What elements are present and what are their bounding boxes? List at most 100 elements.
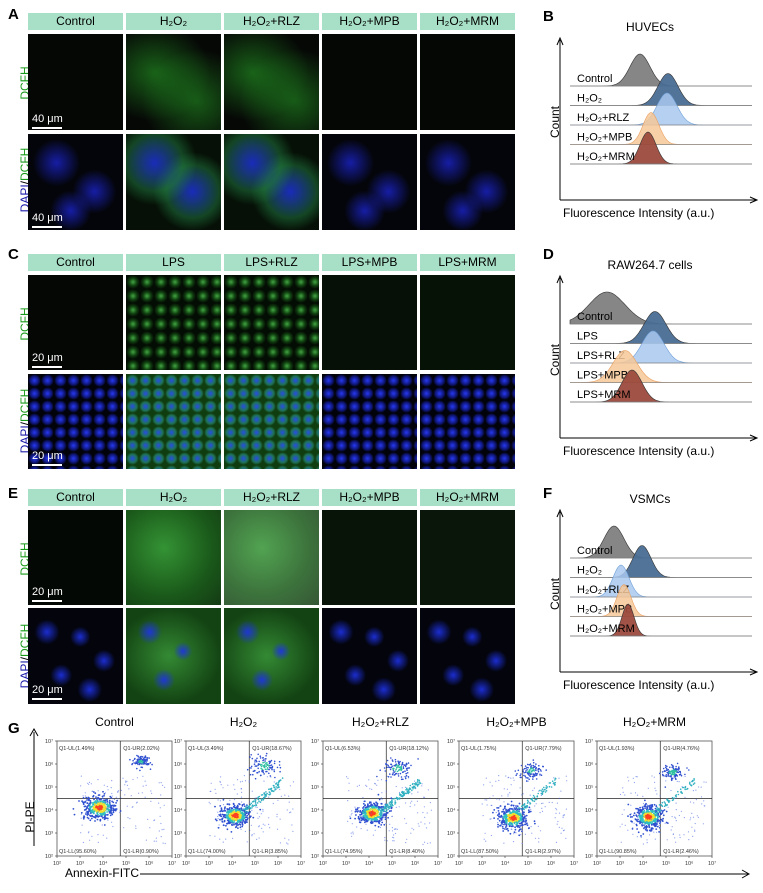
scalebar bbox=[32, 600, 62, 602]
scatter-points bbox=[619, 762, 707, 845]
x-tick-label: 10⁵ bbox=[524, 860, 532, 867]
scalebar-label: 20 μm bbox=[32, 450, 63, 462]
x-tick-label: 10⁷ bbox=[570, 860, 578, 867]
scalebar bbox=[32, 698, 62, 700]
y-tick-label: 10⁴ bbox=[585, 807, 594, 814]
quadrant-label: Q1-LL(95.60%) bbox=[59, 849, 97, 855]
x-tick-label: 10³ bbox=[616, 861, 624, 867]
y-tick-label: 10⁵ bbox=[447, 784, 455, 791]
header-lps-mpb: LPS+MPB bbox=[322, 254, 417, 271]
x-tick-label: 10² bbox=[455, 861, 463, 867]
hist-series-label: H₂O₂ bbox=[577, 93, 602, 105]
quadrant-label: Q1-UL(6.53%) bbox=[325, 746, 361, 752]
image-a-mrm-dcfh bbox=[420, 34, 515, 130]
header-lps: LPS bbox=[126, 254, 221, 271]
hist-title: RAW264.7 cells bbox=[607, 258, 693, 272]
image-a-control-dcfh bbox=[28, 34, 123, 130]
flow-title: H₂O₂ bbox=[229, 715, 258, 729]
hist-series-label: H₂O₂+RLZ bbox=[577, 112, 630, 124]
y-tick-label: 10⁶ bbox=[174, 761, 182, 768]
x-tick-label: 10⁷ bbox=[708, 860, 716, 867]
image-c-mpb-dcfh bbox=[322, 275, 417, 370]
y-tick-label: 10³ bbox=[447, 831, 455, 837]
header-control: Control bbox=[28, 13, 123, 30]
scatter-points bbox=[208, 752, 295, 845]
image-c-lps-dcfh bbox=[126, 275, 221, 370]
x-tick-label: 10⁴ bbox=[639, 860, 648, 867]
quadrant-label: Q1-UL(3.49%) bbox=[188, 746, 224, 752]
header-h2o2: H₂O₂ bbox=[126, 489, 221, 506]
header-h2o2-mpb: H₂O₂+MPB bbox=[322, 13, 417, 30]
image-c-control-merge bbox=[28, 374, 123, 469]
quadrant-label: Q1-UL(1.49%) bbox=[59, 746, 95, 752]
flow-title: H₂O₂+MPB bbox=[486, 715, 547, 729]
quadrant-label: Q1-LR(2.97%) bbox=[525, 849, 561, 855]
g-x-arrow bbox=[140, 869, 751, 879]
y-tick-label: 10⁵ bbox=[311, 784, 319, 791]
flow-plot: H₂O₂+RLZ Q1-UL(6.53%) Q1-UR(18.12%) Q1-LL(7… bbox=[295, 715, 450, 875]
hist-series-label: LPS bbox=[577, 331, 598, 343]
x-tick-label: 10⁴ bbox=[365, 860, 374, 867]
quadrant-label: Q1-LL(87.50%) bbox=[461, 849, 499, 855]
header-h2o2-rlz: H₂O₂+RLZ bbox=[224, 13, 319, 30]
quadrant-label: Q1-LL(90.85%) bbox=[599, 849, 637, 855]
y-tick-label: 10⁶ bbox=[447, 761, 455, 768]
image-e-h2o2-dcfh bbox=[126, 510, 221, 605]
x-tick-label: 10² bbox=[182, 861, 190, 867]
image-e-mrm-merge bbox=[420, 608, 515, 704]
hist-series-label: Control bbox=[577, 545, 612, 557]
x-tick-label: 10⁵ bbox=[122, 860, 130, 867]
quadrant-label: Q1-UR(4.76%) bbox=[663, 746, 700, 752]
header-h2o2-mrm: H₂O₂+MRM bbox=[420, 13, 515, 30]
hist-title: VSMCs bbox=[629, 492, 671, 506]
y-tick-label: 10² bbox=[447, 854, 455, 860]
flow-title: Control bbox=[95, 715, 134, 729]
panel-label-b: B bbox=[543, 8, 554, 25]
header-lps-mrm: LPS+MRM bbox=[420, 254, 515, 271]
x-arrow bbox=[749, 434, 759, 442]
scalebar bbox=[32, 464, 62, 466]
image-c-mrm-dcfh bbox=[420, 275, 515, 370]
flow-title: H₂O₂+MRM bbox=[623, 715, 686, 729]
y-tick-label: 10⁴ bbox=[447, 807, 456, 814]
image-e-rlz-merge bbox=[224, 608, 319, 704]
quadrant-label: Q1-LR(8.40%) bbox=[389, 849, 425, 855]
y-tick-label: 10² bbox=[311, 854, 319, 860]
y-tick-label: 10² bbox=[585, 854, 593, 860]
x-tick-label: 10⁶ bbox=[685, 860, 693, 867]
hist-xlabel: Fluorescence Intensity (a.u.) bbox=[563, 678, 715, 692]
y-tick-label: 10⁵ bbox=[174, 784, 182, 791]
histogram-d: RAW264.7 cells Count Fluorescence Intens… bbox=[535, 258, 760, 463]
scatter-points bbox=[481, 759, 568, 845]
scatter-points bbox=[346, 757, 432, 846]
x-tick-label: 10⁷ bbox=[168, 860, 176, 867]
x-tick-label: 10³ bbox=[342, 861, 350, 867]
y-tick-label: 10⁴ bbox=[311, 807, 320, 814]
panel-label-c: C bbox=[8, 246, 19, 263]
x-tick-label: 10⁶ bbox=[411, 860, 419, 867]
y-tick-label: 10⁶ bbox=[585, 761, 593, 768]
x-tick-label: 10⁴ bbox=[501, 860, 510, 867]
scalebar-label: 40 μm bbox=[32, 113, 63, 125]
flow-plot: H₂O₂+MRM Q1-UL(1.93%) Q1-UR(4.76%) Q1-LL(90… bbox=[569, 715, 724, 875]
image-a-mpb-merge bbox=[322, 134, 417, 230]
image-c-mrm-merge bbox=[420, 374, 515, 469]
y-arrow bbox=[556, 274, 564, 284]
scalebar-label: 40 μm bbox=[32, 212, 63, 224]
hist-series-label: Control bbox=[577, 311, 612, 323]
quadrant-label: Q1-LL(74.95%) bbox=[325, 849, 363, 855]
flow-svg: Q1-UL(1.49%) Q1-UR(2.02%) Q1-LL(95.60%) Q1-… bbox=[45, 738, 176, 867]
image-e-control-dcfh bbox=[28, 510, 123, 605]
y-tick-label: 10⁵ bbox=[45, 784, 53, 791]
x-tick-label: 10⁶ bbox=[145, 860, 153, 867]
hist-series-label: H₂O₂+MPB bbox=[577, 604, 632, 616]
x-arrow bbox=[749, 668, 759, 676]
x-tick-label: 10⁵ bbox=[251, 860, 259, 867]
image-c-mpb-merge bbox=[322, 374, 417, 469]
y-tick-label: 10³ bbox=[174, 831, 182, 837]
quadrant-label: Q1-UL(1.93%) bbox=[599, 746, 635, 752]
y-tick-label: 10⁴ bbox=[45, 807, 54, 814]
scalebar bbox=[32, 226, 62, 228]
hist-series-label: Control bbox=[577, 73, 612, 85]
image-c-control-dcfh bbox=[28, 275, 123, 370]
